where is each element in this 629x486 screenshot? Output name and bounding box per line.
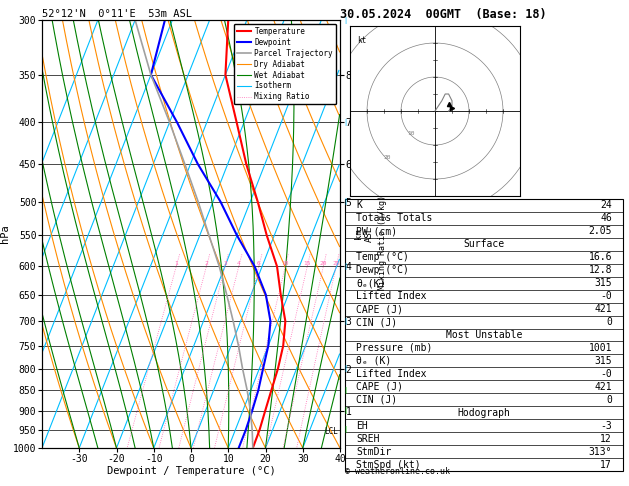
Text: CIN (J): CIN (J)	[356, 317, 398, 327]
Text: 6: 6	[257, 261, 260, 266]
Text: 15: 15	[304, 261, 311, 266]
Text: StmSpd (kt): StmSpd (kt)	[356, 460, 421, 469]
Text: 16.6: 16.6	[588, 252, 612, 262]
Text: 24: 24	[600, 201, 612, 210]
Text: 0: 0	[606, 395, 612, 405]
Text: |: |	[343, 365, 347, 372]
Text: θₑ (K): θₑ (K)	[356, 356, 391, 366]
Text: CIN (J): CIN (J)	[356, 395, 398, 405]
Legend: Temperature, Dewpoint, Parcel Trajectory, Dry Adiabat, Wet Adiabat, Isotherm, Mi: Temperature, Dewpoint, Parcel Trajectory…	[234, 24, 336, 104]
Text: Pressure (mb): Pressure (mb)	[356, 343, 433, 353]
Text: |: |	[343, 17, 347, 23]
Text: |: |	[343, 318, 347, 325]
Text: 421: 421	[594, 382, 612, 392]
Text: 421: 421	[594, 304, 612, 314]
Text: 20: 20	[384, 155, 391, 159]
Text: 4: 4	[237, 261, 241, 266]
Text: Mixing Ratio (g/kg): Mixing Ratio (g/kg)	[377, 195, 386, 291]
Text: 10: 10	[408, 131, 415, 136]
Text: Surface: Surface	[464, 239, 504, 249]
Text: |: |	[343, 426, 347, 433]
Text: 1: 1	[174, 261, 178, 266]
Text: 3: 3	[223, 261, 227, 266]
X-axis label: Dewpoint / Temperature (°C): Dewpoint / Temperature (°C)	[107, 467, 276, 476]
Text: |: |	[343, 387, 347, 394]
Text: PW (cm): PW (cm)	[356, 226, 398, 236]
Text: 315: 315	[594, 278, 612, 288]
Text: Totals Totals: Totals Totals	[356, 213, 433, 224]
Text: K: K	[356, 201, 362, 210]
Text: 17: 17	[600, 460, 612, 469]
Text: StmDir: StmDir	[356, 447, 391, 456]
Text: |: |	[343, 263, 347, 270]
Y-axis label: hPa: hPa	[0, 225, 10, 243]
Text: |: |	[343, 198, 347, 205]
Text: 12.8: 12.8	[588, 265, 612, 275]
Text: 10: 10	[282, 261, 289, 266]
Text: 1001: 1001	[588, 343, 612, 353]
Text: -3: -3	[600, 421, 612, 431]
Text: 12: 12	[600, 434, 612, 444]
Text: |: |	[343, 119, 347, 126]
Text: 52°12'N  0°11'E  53m ASL: 52°12'N 0°11'E 53m ASL	[42, 9, 192, 19]
Text: SREH: SREH	[356, 434, 380, 444]
Text: 20: 20	[320, 261, 327, 266]
Text: LCL: LCL	[325, 427, 338, 436]
Text: EH: EH	[356, 421, 368, 431]
Text: 315: 315	[594, 356, 612, 366]
Text: θₑ(K): θₑ(K)	[356, 278, 386, 288]
Text: CAPE (J): CAPE (J)	[356, 382, 403, 392]
Text: Lifted Index: Lifted Index	[356, 291, 426, 301]
Text: © weatheronline.co.uk: © weatheronline.co.uk	[345, 467, 450, 476]
Text: 2: 2	[204, 261, 208, 266]
Text: kt: kt	[357, 36, 366, 45]
Text: |: |	[343, 407, 347, 414]
Text: -0: -0	[600, 369, 612, 379]
Text: 2.05: 2.05	[588, 226, 612, 236]
Text: Hodograph: Hodograph	[457, 408, 511, 417]
Text: 313°: 313°	[588, 447, 612, 456]
Text: 30.05.2024  00GMT  (Base: 18): 30.05.2024 00GMT (Base: 18)	[340, 8, 547, 21]
Text: Dewp (°C): Dewp (°C)	[356, 265, 409, 275]
Text: Temp (°C): Temp (°C)	[356, 252, 409, 262]
Text: Lifted Index: Lifted Index	[356, 369, 426, 379]
Text: 0: 0	[606, 317, 612, 327]
Y-axis label: km
ASL: km ASL	[354, 226, 374, 242]
Text: 46: 46	[600, 213, 612, 224]
Text: Most Unstable: Most Unstable	[446, 330, 522, 340]
Text: 25: 25	[332, 261, 340, 266]
Text: -0: -0	[600, 291, 612, 301]
Text: CAPE (J): CAPE (J)	[356, 304, 403, 314]
